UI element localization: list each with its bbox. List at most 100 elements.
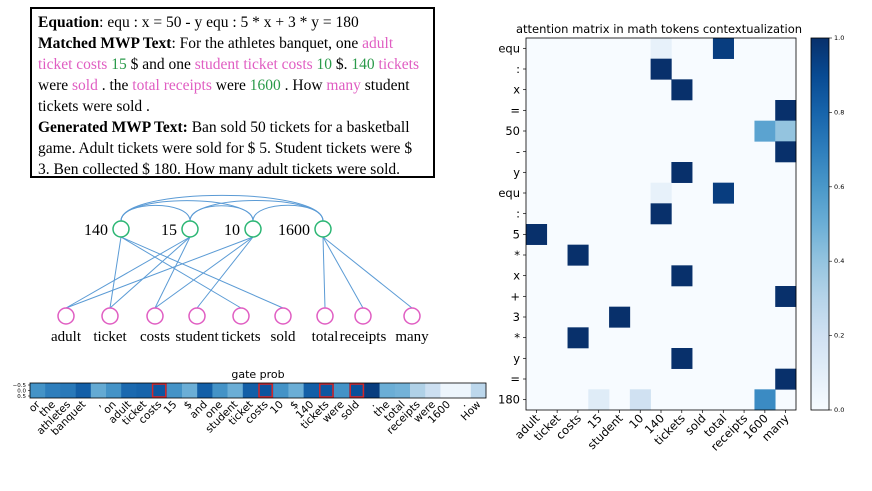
heatmap-cell [650,182,672,204]
generated-text: Ban sold 50 tickets for a basketball gam… [38,119,413,178]
matched-segment: . the [97,77,133,94]
matched-segment: . How [280,77,327,94]
gate-cell [30,383,46,398]
heatmap-cell [775,286,797,307]
gate-cell [242,383,259,398]
graph-edge [154,236,254,309]
heatmap-cell [671,79,693,101]
matched-segment: 10 [316,56,333,73]
gate-cell [212,383,228,398]
word-node-label: adult [51,329,82,345]
matched-text: : For the athletes banquet, one adult ti… [38,35,419,115]
gate-ytick-label: −0.5 [13,383,27,389]
colorbar-tick-label: 1.0 [834,34,844,42]
gate-ytick-label: 0.5 [17,394,26,400]
gate-token-label: , [93,399,104,410]
gate-cell [410,383,426,398]
number-node [112,220,130,238]
matched-segment: total receipts [132,77,212,94]
heatmap-row-label: y [513,351,520,365]
example-textbox: Equation: equ : x = 50 - y equ : 5 * x +… [30,7,435,178]
heatmap-cell [609,306,631,328]
colorbar-tick-label: 0.6 [834,183,844,191]
matched-segment: were [38,77,72,94]
matched-segment: : For the athletes banquet, one [171,35,363,52]
heatmap-cell [754,120,776,142]
number-arc [252,204,324,222]
heatmap-row-label: equ [498,186,520,200]
heatmap-row-label: 50 [505,124,520,138]
heatmap-cell [650,203,672,225]
gate-cell [60,383,76,398]
graph-edge [322,236,364,309]
word-node [188,307,206,325]
heatmap-row-label: = [510,372,520,386]
graph-edge [65,236,254,309]
matched-segment: many [326,77,361,94]
heatmap-cell [775,120,797,142]
gate-cell [121,383,137,398]
gate-cell [227,383,244,398]
heatmap-row-label: = [510,103,520,117]
heatmap-row-label: equ [498,41,520,55]
word-node-label: sold [270,329,296,345]
matched-segment: student ticket costs [194,56,313,73]
heatmap-cell [671,265,693,287]
number-node [181,220,199,238]
heatmap-row-label: : [516,207,520,221]
word-node-label: many [395,329,429,345]
heatmap-cell [712,38,734,59]
matched-segment: student tickets were sold . [38,77,410,115]
graph-edge [154,236,191,309]
colorbar-tick-label: 0.8 [834,108,844,116]
heatmap-cell [567,327,589,349]
gate-highlight [151,383,167,398]
graph-edge [196,236,254,309]
graph-edge [109,236,191,309]
heatmap-cell [629,389,651,411]
number-node [314,220,332,238]
attention-heatmap: attention matrix in math tokens contextu… [498,22,844,454]
colorbar [810,37,830,411]
word-node-label: receipts [340,329,387,345]
gate-token-label: 10 [268,399,286,417]
graph-edge [120,236,242,309]
heatmap-title: attention matrix in math tokens contextu… [516,22,802,36]
gate-cell [273,383,289,398]
matched-segment: 1600 [249,77,281,94]
number-arc [189,200,324,222]
heatmap-row-label: 3 [513,310,520,324]
matched-segment: were [211,77,250,94]
word-node [403,307,421,325]
number-node-label: 10 [224,222,240,239]
gate-ytick-label: 0.0 [17,389,26,395]
word-node-label: costs [140,329,170,345]
gate-cell [166,383,183,398]
matched-label: Matched MWP Text [38,35,172,52]
gate-token-label: 15 [162,399,180,417]
gate-cell [90,383,107,398]
number-arc [120,204,191,222]
heatmap-row-label: + [510,289,520,303]
gate-cell [349,383,365,398]
word-node [57,307,75,325]
gate-cell [364,383,380,398]
number-arc [120,200,254,222]
word-node [146,307,164,325]
gate-prob-chart: gate prob−0.50.00.5ortheathletesbanquet,… [13,368,487,438]
heatmap-row-label: : [516,62,520,76]
heatmap-row-label: x [513,83,520,97]
matched-segment: tickets [378,56,419,73]
heatmap-cell [567,244,589,266]
gate-cell [288,383,304,398]
number-node-label: 1600 [278,222,310,239]
heatmap-cell [671,348,693,369]
gate-cell [106,383,122,398]
word-node [316,307,334,325]
gate-cell [334,383,350,398]
heatmap-row-label: * [514,331,520,345]
gate-cell [136,383,152,398]
gate-cell [197,383,213,398]
heatmap-cell [588,389,610,411]
heatmap-cell [775,368,797,390]
